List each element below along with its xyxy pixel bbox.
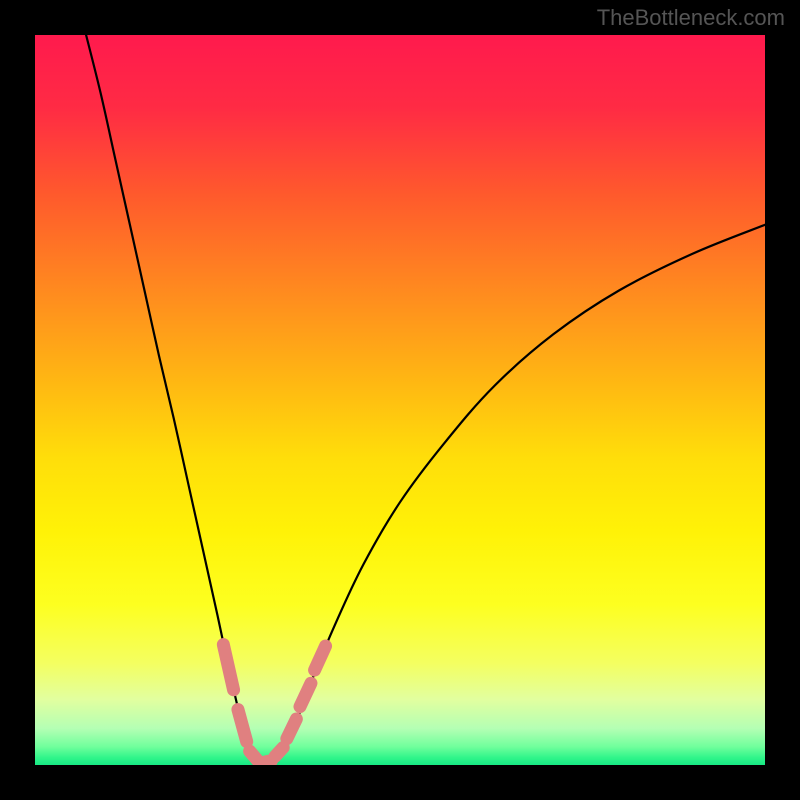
curve-layer	[0, 0, 800, 800]
highlight-band	[223, 645, 325, 763]
bottleneck-curve	[86, 35, 765, 764]
watermark-text: TheBottleneck.com	[597, 5, 785, 31]
